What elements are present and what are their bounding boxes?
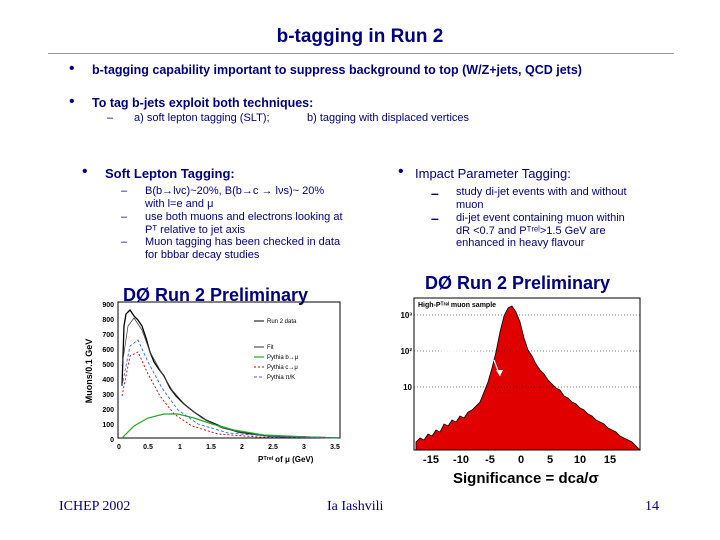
left-ytick: 600 bbox=[102, 347, 114, 354]
right-plot-xlabel: Significance = dca/σ bbox=[453, 470, 599, 487]
left-item-2-line-2: Pᵀ relative to jet axis bbox=[145, 223, 246, 236]
sub-dash: – bbox=[431, 210, 439, 226]
slide-title: b-tagging in Run 2 bbox=[276, 26, 444, 47]
right-xtick: 10 bbox=[574, 454, 586, 466]
left-item-1-line-2: with l=e and μ bbox=[145, 197, 214, 210]
left-blue-curve bbox=[121, 339, 341, 439]
title-divider bbox=[48, 53, 674, 54]
sub-dash: – bbox=[121, 211, 128, 223]
left-item-3-line-2: for bbbar decay studies bbox=[145, 248, 260, 261]
left-xtick: 3 bbox=[302, 444, 306, 451]
right-heading: Impact Parameter Tagging: bbox=[415, 166, 571, 181]
right-xtick: 0 bbox=[518, 454, 524, 466]
left-plot-title: DØ Run 2 Preliminary bbox=[123, 285, 309, 305]
resolution-annotation: ~resolution bbox=[433, 347, 487, 359]
right-xtick: 15 bbox=[604, 454, 616, 466]
right-xtick: 5 bbox=[547, 454, 553, 466]
left-xtick: 0 bbox=[117, 444, 121, 451]
technique-b: b) tagging with displaced vertices bbox=[307, 112, 470, 124]
left-legend-entry: Pythia π/K bbox=[267, 375, 295, 381]
bullet-text-2: To tag b-jets exploit both techniques: bbox=[92, 96, 314, 110]
right-xtick: -5 bbox=[485, 454, 495, 466]
left-plot-image: Muons/0.1 GeV 900 800 700 600 500 400 30… bbox=[84, 301, 341, 464]
technique-a: a) soft lepton tagging (SLT); bbox=[134, 112, 270, 124]
left-item-3-line-1: Muon tagging has been checked in data bbox=[145, 236, 341, 248]
bullet-marker: • bbox=[398, 163, 404, 180]
right-plot-title: DØ Run 2 Preliminary bbox=[425, 273, 611, 293]
left-item-1-line-1: B(b→lνc)~20%, B(b→c → lνs)~ 20% bbox=[145, 185, 325, 197]
left-plot-xlabel: Pᵀʳᵉˡ of μ (GeV) bbox=[258, 455, 314, 464]
left-plot-yticks: 900 800 700 600 500 400 300 200 100 0 bbox=[102, 302, 114, 444]
left-ytick: 500 bbox=[102, 362, 114, 369]
left-plot-frame bbox=[117, 301, 341, 439]
left-legend-entry: Pythia b→μ bbox=[267, 355, 299, 361]
right-ytick: 10² bbox=[400, 347, 412, 356]
right-xtick: -15 bbox=[423, 454, 439, 466]
left-item-3: Muon tagging has been checked in data fo… bbox=[145, 236, 340, 261]
right-ytick: 10 bbox=[403, 383, 412, 392]
left-ytick: 0 bbox=[110, 437, 114, 444]
right-item-2-line-1: di-jet event containing muon within bbox=[456, 212, 625, 224]
right-plot-yticks: 10³ 10² 10 bbox=[400, 311, 412, 392]
left-xtick: 3.5 bbox=[330, 444, 340, 451]
footer-author: Ia Iashvili bbox=[327, 499, 384, 514]
left-legend-entry: Pythia c→μ bbox=[267, 365, 298, 371]
sub-dash: – bbox=[121, 185, 128, 197]
left-legend-entry: Run 2 data bbox=[267, 319, 297, 325]
right-item-2-line-3: enhanced in heavy flavour bbox=[456, 237, 585, 249]
left-xtick: 0.5 bbox=[143, 444, 153, 451]
right-histogram bbox=[415, 305, 641, 451]
left-red-curve bbox=[121, 351, 341, 439]
left-plot-xticks: 0 0.5 1 1.5 2 2.5 3 3.5 bbox=[117, 444, 340, 451]
sub-dash: – bbox=[431, 185, 439, 201]
right-plot-xticks: -15 -10 -5 0 5 10 15 bbox=[423, 454, 616, 466]
left-heading: Soft Lepton Tagging: bbox=[105, 166, 235, 181]
right-xtick: -10 bbox=[453, 454, 469, 466]
right-item-1-line-1: study di-jet events with and without bbox=[456, 186, 627, 198]
right-plot-image: High-Pᵀʳᵉˡ muon sample 10³ 10² 10 ~resol… bbox=[400, 297, 641, 466]
left-ytick: 400 bbox=[102, 377, 114, 384]
left-xtick: 1.5 bbox=[206, 444, 216, 451]
right-plot-sample-label: High-Pᵀʳᵉˡ muon sample bbox=[418, 302, 496, 309]
left-plot-ylabel: Muons/0.1 GeV bbox=[84, 339, 94, 404]
left-xtick: 2 bbox=[240, 444, 244, 451]
left-data-histogram bbox=[121, 308, 341, 439]
left-plot-legend: Run 2 data Fit Pythia b→μ Pythia c→μ Pyt… bbox=[254, 319, 299, 381]
left-ytick: 900 bbox=[102, 302, 114, 309]
left-item-1: B(b→lνc)~20%, B(b→c → lνs)~ 20% with l=e… bbox=[145, 185, 324, 210]
bullet-marker: • bbox=[69, 93, 75, 110]
left-xtick: 2.5 bbox=[268, 444, 278, 451]
left-ytick: 100 bbox=[102, 422, 114, 429]
left-ytick: 800 bbox=[102, 317, 114, 324]
left-ytick: 200 bbox=[102, 407, 114, 414]
right-item-2-line-2: dR <0.7 and Pᵀʳᵉˡ>1.5 GeV are bbox=[456, 224, 606, 237]
bullet-text-1: b-tagging capability important to suppre… bbox=[92, 63, 582, 77]
right-item-1: study di-jet events with and without muo… bbox=[456, 186, 627, 211]
sub-dash: – bbox=[107, 112, 114, 124]
footer-page-number: 14 bbox=[645, 499, 659, 514]
left-item-2: use both muons and electrons looking at … bbox=[145, 211, 343, 236]
left-ytick: 700 bbox=[102, 332, 114, 339]
sub-dash: – bbox=[121, 236, 128, 248]
right-ytick: 10³ bbox=[400, 311, 412, 320]
bullet-marker: • bbox=[69, 60, 75, 77]
left-fit-curve bbox=[121, 317, 341, 439]
left-xtick: 1 bbox=[178, 444, 182, 451]
left-item-2-line-1: use both muons and electrons looking at bbox=[145, 211, 343, 223]
right-item-1-line-2: muon bbox=[456, 198, 484, 211]
bullet-marker: • bbox=[82, 163, 88, 180]
left-ytick: 300 bbox=[102, 392, 114, 399]
left-green-curve bbox=[121, 413, 341, 439]
right-item-2: di-jet event containing muon within dR <… bbox=[456, 212, 625, 250]
left-legend-entry: Fit bbox=[267, 345, 274, 351]
footer-conference: ICHEP 2002 bbox=[59, 499, 131, 514]
